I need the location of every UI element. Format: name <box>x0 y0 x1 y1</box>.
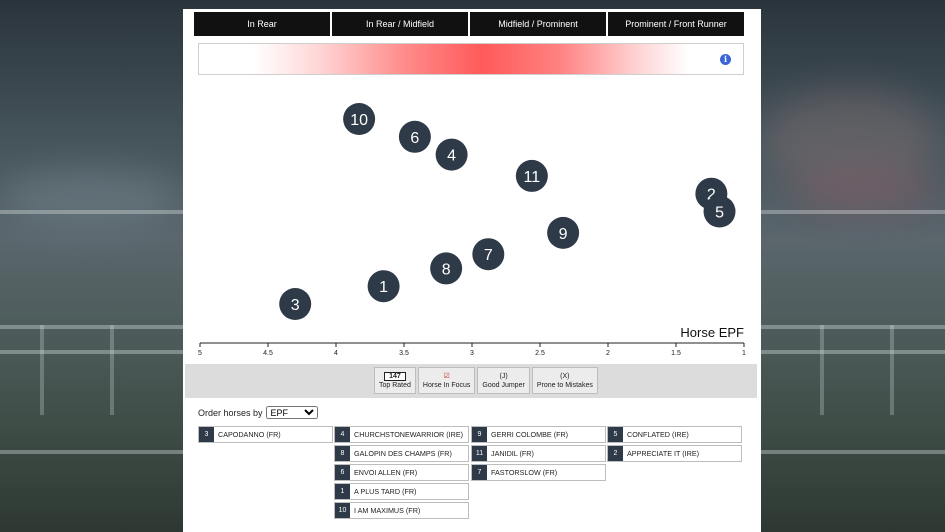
horse-point-10[interactable]: 10 <box>343 103 376 135</box>
horse-number: 6 <box>335 465 350 480</box>
legend-good-jumper[interactable]: (J) Good Jumper <box>477 367 530 394</box>
horse-point-circle <box>547 216 580 249</box>
horse-point-circle <box>430 252 463 285</box>
horse-point-label: 7 <box>484 247 493 264</box>
horse-number: 11 <box>472 446 487 461</box>
horse-name: APPRECIATE IT (IRE) <box>627 449 700 458</box>
horse-point-label: 5 <box>715 205 724 222</box>
horse-point-label: 6 <box>410 130 419 147</box>
pace-heat-bar: i <box>198 43 744 75</box>
x-tick-label: 1 <box>742 350 746 357</box>
horse-point-5[interactable]: 5 <box>703 195 736 228</box>
good-jumper-symbol: (J) <box>499 372 508 380</box>
legend-prone-to-mistakes[interactable]: (X) Prone to Mistakes <box>531 367 598 394</box>
horse-name: GERRI COLOMBE (FR) <box>491 430 569 439</box>
horse-name: JANIDIL (FR) <box>491 449 534 458</box>
horse-number: 3 <box>199 427 214 442</box>
order-row: Order horses by EPF <box>198 406 318 419</box>
order-label: Order horses by <box>198 407 263 418</box>
horse-point-circle <box>472 238 505 271</box>
horse-point-circle <box>703 195 736 228</box>
horse-point-11[interactable]: 11 <box>515 159 548 192</box>
horse-point-circle <box>398 120 431 153</box>
legend-top-rated[interactable]: 147 Top Rated <box>374 367 416 394</box>
horse-point-8[interactable]: 8 <box>430 252 463 285</box>
horse-point-label: 11 <box>524 169 541 186</box>
horse-point-7[interactable]: 7 <box>472 238 505 271</box>
top-rated-value: 147 <box>384 372 406 381</box>
horse-card[interactable]: 10 I AM MAXIMUS (FR) <box>334 502 469 519</box>
horse-name: CHURCHSTONEWARRIOR (IRE) <box>354 430 464 439</box>
legend-bar: 147 Top Rated ☑ Horse In Focus (J) Good … <box>185 364 757 398</box>
horse-number: 4 <box>335 427 350 442</box>
horse-card[interactable]: 8 GALOPIN DES CHAMPS (FR) <box>334 445 469 462</box>
horse-card[interactable]: 4 CHURCHSTONEWARRIOR (IRE) <box>334 426 469 443</box>
horse-card[interactable]: 5 CONFLATED (IRE) <box>607 426 742 443</box>
horse-name: CAPODANNO (FR) <box>218 430 281 439</box>
x-tick-label: 4.5 <box>263 350 273 357</box>
horse-number: 7 <box>472 465 487 480</box>
horse-name: A PLUS TARD (FR) <box>354 487 417 496</box>
horse-card[interactable]: 3 CAPODANNO (FR) <box>198 426 333 443</box>
tab-in-rear-midfield[interactable]: In Rear / Midfield <box>332 12 468 36</box>
horse-card[interactable]: 11 JANIDIL (FR) <box>471 445 606 462</box>
legend-horse-in-focus[interactable]: ☑ Horse In Focus <box>417 367 476 394</box>
horse-point-label: 8 <box>442 261 451 278</box>
order-select[interactable]: EPF <box>265 406 318 419</box>
horse-card[interactable]: 6 ENVOI ALLEN (FR) <box>334 464 469 481</box>
horse-name: GALOPIN DES CHAMPS (FR) <box>354 449 452 458</box>
horse-point-circle <box>367 270 400 303</box>
horse-point-3[interactable]: 3 <box>279 288 312 320</box>
horse-number: 10 <box>335 503 350 518</box>
horse-point-label: 1 <box>379 279 388 296</box>
tab-midfield-prominent[interactable]: Midfield / Prominent <box>470 12 606 36</box>
horse-name: I AM MAXIMUS (FR) <box>354 506 421 515</box>
horse-point-circle <box>515 159 548 192</box>
horse-card[interactable]: 7 FASTORSLOW (FR) <box>471 464 606 481</box>
x-tick-label: 1.5 <box>671 350 681 357</box>
horse-point-circle <box>279 288 312 320</box>
tab-prominent-front-runner[interactable]: Prominent / Front Runner <box>608 12 744 36</box>
x-tick-label: 4 <box>334 350 338 357</box>
prone-to-mistakes-label: Prone to Mistakes <box>536 381 593 389</box>
horse-number: 1 <box>335 484 350 499</box>
horse-card[interactable]: 2 APPRECIATE IT (IRE) <box>607 445 742 462</box>
horse-point-circle <box>343 103 376 135</box>
horse-point-label: 3 <box>291 297 300 314</box>
x-axis-title: Horse EPF <box>680 325 744 340</box>
tab-in-rear[interactable]: In Rear <box>194 12 330 36</box>
horse-point-circle <box>435 138 468 171</box>
horse-point-label: 9 <box>559 226 568 243</box>
horse-name: CONFLATED (IRE) <box>627 430 689 439</box>
good-jumper-label: Good Jumper <box>482 381 525 389</box>
horse-point-9[interactable]: 9 <box>547 216 580 249</box>
horse-number: 9 <box>472 427 487 442</box>
horse-card[interactable]: 1 A PLUS TARD (FR) <box>334 483 469 500</box>
race-panel: In Rear In Rear / Midfield Midfield / Pr… <box>183 9 761 532</box>
horse-point-4[interactable]: 4 <box>435 138 468 171</box>
focus-check-icon: ☑ <box>443 373 450 380</box>
x-tick-label: 5 <box>198 350 202 357</box>
horse-card[interactable]: 9 GERRI COLOMBE (FR) <box>471 426 606 443</box>
run-style-tabs: In Rear In Rear / Midfield Midfield / Pr… <box>194 12 744 36</box>
horse-name: FASTORSLOW (FR) <box>491 468 558 477</box>
horse-point-label: 10 <box>350 112 368 129</box>
horse-point-label: 4 <box>447 148 456 165</box>
info-icon[interactable]: i <box>720 54 731 65</box>
horse-number: 2 <box>608 446 623 461</box>
x-tick-label: 2.5 <box>535 350 545 357</box>
x-tick-label: 3.5 <box>399 350 409 357</box>
prone-to-mistakes-symbol: (X) <box>560 372 570 380</box>
horse-point-6[interactable]: 6 <box>398 120 431 153</box>
x-tick-label: 2 <box>606 350 610 357</box>
horse-number: 5 <box>608 427 623 442</box>
horse-in-focus-label: Horse In Focus <box>422 382 471 389</box>
top-rated-label: Top Rated <box>379 382 411 389</box>
horse-point-1[interactable]: 1 <box>367 270 400 303</box>
horse-point-label: 2 <box>707 187 716 204</box>
horse-number: 8 <box>335 446 350 461</box>
x-tick-label: 3 <box>470 350 474 357</box>
horse-name: ENVOI ALLEN (FR) <box>354 468 418 477</box>
